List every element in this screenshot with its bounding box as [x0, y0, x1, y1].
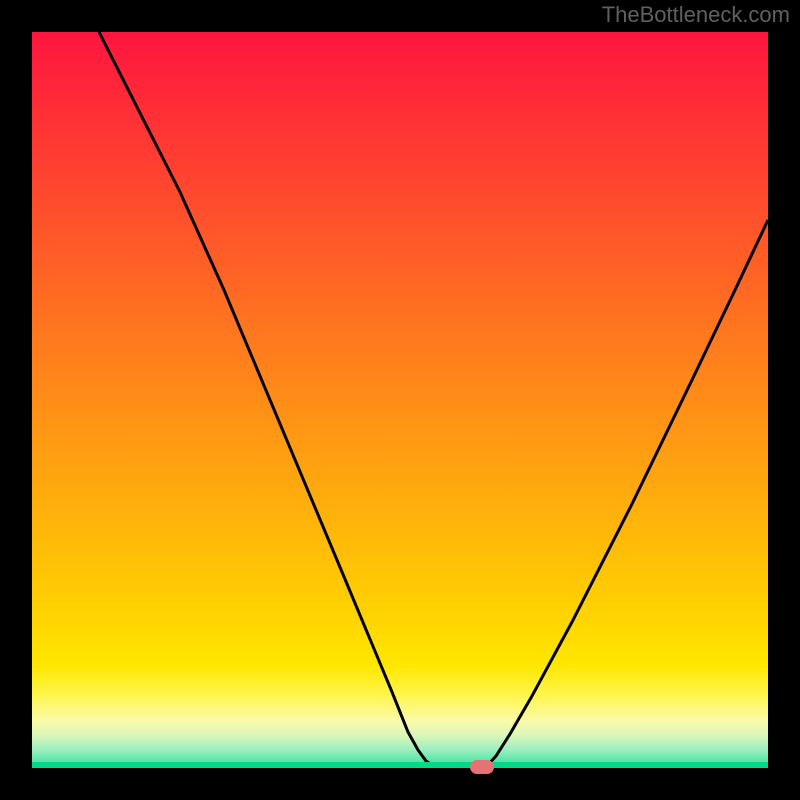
- plot-area: [32, 32, 768, 768]
- gradient-background: [32, 32, 768, 768]
- green-baseline-band: [32, 762, 768, 768]
- attribution-label: TheBottleneck.com: [602, 2, 790, 28]
- chart-frame: TheBottleneck.com: [0, 0, 800, 800]
- chart-svg: [32, 32, 768, 768]
- minimum-marker: [470, 760, 494, 774]
